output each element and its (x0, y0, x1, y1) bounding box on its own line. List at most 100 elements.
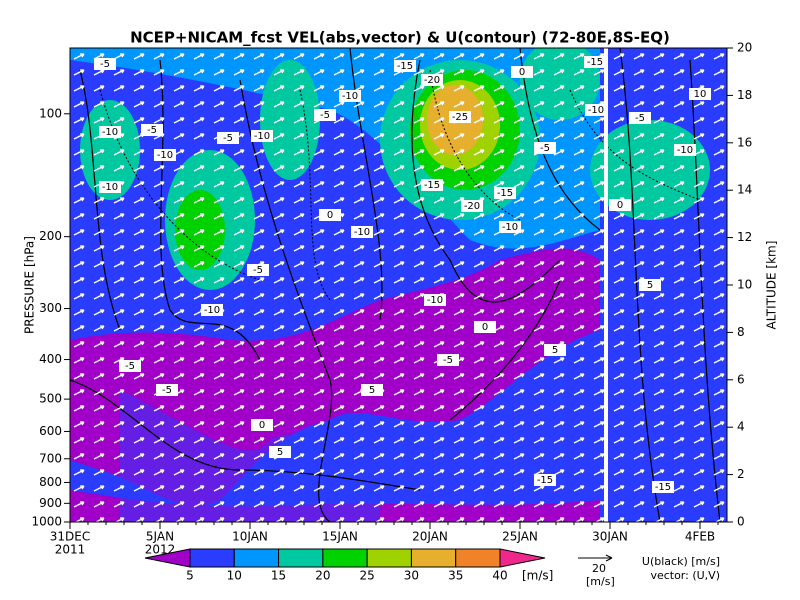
colorbar-label: 20 (315, 569, 330, 583)
contour-label: -10 (204, 305, 220, 316)
contour-label: 0 (617, 200, 623, 211)
contour-label-bg (201, 304, 223, 316)
contour-label-bg (99, 181, 121, 193)
contour-label: 0 (327, 210, 333, 221)
contour-label: -5 (147, 125, 157, 136)
contour-label: -15 (587, 57, 603, 68)
contour-label-bg (629, 112, 651, 124)
y-tick-label: 200 (39, 229, 62, 243)
contour-label-bg (94, 58, 116, 70)
contour-label-bg (494, 187, 516, 199)
contour-label: -10 (502, 222, 518, 233)
contour-label-bg (474, 321, 496, 333)
contour-label-bg (511, 66, 533, 78)
x-tick-label: 30JAN (592, 530, 628, 544)
y-tick-label: 900 (39, 496, 62, 510)
colorbar-unit: [m/s] (522, 569, 553, 583)
contour-label: -10 (157, 150, 173, 161)
contour-label: -10 (102, 182, 118, 193)
contour-label: -5 (125, 361, 135, 372)
contour-label: -25 (452, 112, 468, 123)
y-tick-label: 700 (39, 451, 62, 465)
x-tick-label: 31DEC (50, 530, 90, 544)
contour-label: -5 (540, 143, 550, 154)
x-tick-label: 20JAN (412, 530, 448, 544)
vector-unit: [m/s] (586, 575, 615, 588)
contour-label: -10 (254, 131, 270, 142)
y-tick-label: 100 (39, 106, 62, 120)
y-tick-label: 800 (39, 475, 62, 489)
contour-label-bg (154, 149, 176, 161)
y2-tick-label: 16 (737, 135, 752, 149)
contour-label: -15 (497, 188, 513, 199)
y-tick-label: 500 (39, 392, 62, 406)
contour-label: 5 (277, 447, 283, 458)
contour-label-bg (217, 132, 239, 144)
contour-label: 0 (519, 67, 525, 78)
contour-note: U(black) [m/s] (642, 555, 720, 568)
contour-label-bg (639, 279, 661, 291)
contour-label-bg (499, 221, 521, 233)
contour-label: -5 (223, 133, 233, 144)
year-label: 2011 (55, 543, 86, 557)
y2-tick-label: 0 (737, 515, 745, 529)
contour-label: 5 (369, 385, 375, 396)
contour-label-bg (437, 354, 459, 366)
contour-label: -20 (464, 201, 480, 212)
colorbar-bin (278, 548, 324, 568)
contour-label-bg (269, 446, 291, 458)
colorbar-label: 40 (492, 569, 507, 583)
contour-label: -5 (635, 113, 645, 124)
contour-label: -5 (100, 59, 110, 70)
contour-label-bg (156, 384, 178, 396)
colorbar-label: 5 (186, 569, 194, 583)
contour-label-bg (534, 474, 556, 486)
colorbar-bin (189, 548, 235, 568)
y2-tick-label: 8 (737, 325, 745, 339)
contour-label-bg (251, 419, 273, 431)
y-tick-label: 1000 (31, 515, 62, 529)
colorbar-bin (410, 548, 457, 568)
x-tick-label: 4FEB (685, 530, 715, 544)
colorbar-bin (322, 548, 368, 568)
contour-label: -10 (342, 91, 358, 102)
contour-label: -5 (320, 110, 330, 121)
contour-label-bg (361, 384, 383, 396)
y2-tick-label: 4 (737, 420, 745, 434)
contour-label: -5 (162, 385, 172, 396)
contour-label-bg (534, 142, 556, 154)
contour-label-bg (251, 130, 273, 142)
vector-length: 20 (592, 562, 606, 575)
contour-label: 10 (694, 89, 707, 100)
contour-label-bg (99, 126, 121, 138)
contour-label-bg (394, 60, 416, 72)
colorbar-label: 10 (227, 569, 242, 583)
contour-label-bg (461, 200, 483, 212)
contour-label-bg (449, 111, 471, 123)
y2-tick-label: 14 (737, 183, 752, 197)
contour-label: 5 (552, 345, 558, 356)
contour-label: 0 (482, 322, 488, 333)
chart-title: NCEP+NICAM_fcst VEL(abs,vector) & U(cont… (130, 29, 670, 47)
contour-label-bg (141, 124, 163, 136)
y2-axis-label: ALTITUDE [km] (765, 241, 779, 330)
colorbar-bin (455, 548, 501, 568)
contour-label: -15 (424, 180, 440, 191)
contour-label-bg (247, 264, 269, 276)
contour-label: -10 (427, 295, 443, 306)
contour-label: -15 (397, 61, 413, 72)
x-tick-label: 25JAN (502, 530, 538, 544)
contour-label: -10 (354, 227, 370, 238)
x-tick-label: 5JAN (146, 530, 174, 544)
x-tick-label: 15JAN (322, 530, 358, 544)
contour-label: -10 (588, 105, 604, 116)
colorbar-over (499, 548, 546, 568)
contour-label-bg (319, 209, 341, 221)
contour-label-bg (119, 360, 141, 372)
contour-label-bg (424, 294, 446, 306)
contour-label-bg (421, 179, 443, 191)
contour-label: -20 (424, 75, 440, 86)
contour-label-bg (584, 56, 606, 68)
colorbar-bin (366, 548, 412, 568)
